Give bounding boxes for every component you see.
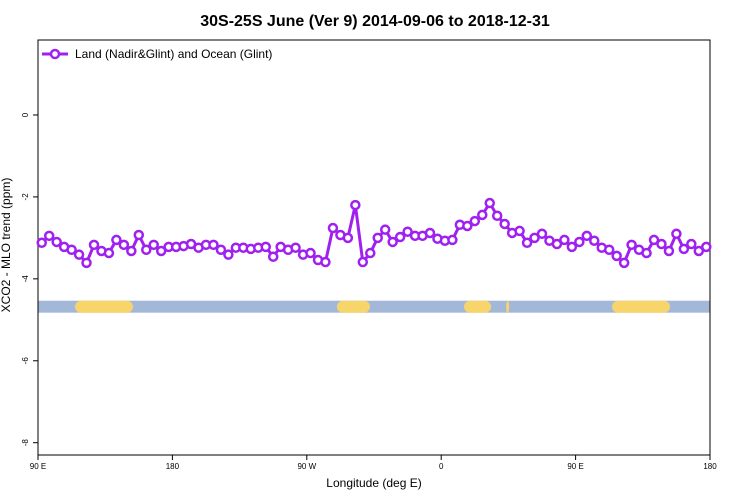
point [103, 247, 115, 259]
point [357, 256, 369, 268]
point [603, 244, 615, 256]
x-tick-label: 90 E [567, 462, 583, 471]
point [81, 257, 92, 269]
point [469, 215, 481, 227]
x-tick-label: 90 W [297, 462, 316, 471]
land-strip [506, 300, 510, 313]
point [589, 235, 600, 246]
point [611, 250, 622, 262]
point [491, 210, 503, 222]
y-tick-label: -6 [21, 357, 30, 365]
point [365, 247, 376, 259]
point [66, 244, 77, 256]
point [701, 241, 712, 253]
point [394, 231, 406, 243]
point [133, 229, 145, 241]
legend-label: Land (Nadir&Glint) and Ocean (Glint) [75, 47, 272, 61]
point [290, 242, 301, 253]
ocean-strip [38, 300, 710, 313]
point [693, 245, 705, 257]
point [618, 257, 630, 269]
point [88, 239, 100, 251]
y-tick-label: 0 [21, 112, 30, 117]
x-tick-label: 90 E [30, 462, 46, 471]
point [320, 256, 331, 268]
point [36, 237, 47, 249]
point [514, 225, 525, 237]
point [51, 236, 62, 248]
point [462, 220, 473, 232]
point [559, 234, 570, 246]
point [551, 238, 563, 250]
point [141, 244, 152, 256]
point [350, 199, 361, 211]
point [148, 239, 159, 251]
point [521, 237, 533, 249]
x-tick-label: 180 [703, 462, 717, 471]
point [155, 245, 167, 257]
point [663, 245, 675, 257]
land-strip [336, 300, 370, 313]
point [529, 232, 540, 244]
point [43, 230, 55, 242]
land-strip [612, 300, 670, 313]
point [626, 239, 637, 251]
x-tick-label: 0 [439, 462, 444, 471]
point [267, 251, 279, 262]
point [581, 230, 593, 242]
point [73, 249, 85, 260]
point [484, 197, 495, 209]
point [118, 239, 130, 251]
point [656, 238, 667, 250]
point [566, 241, 578, 253]
point [424, 227, 436, 239]
point [678, 243, 690, 255]
point [686, 238, 697, 250]
point [648, 234, 660, 246]
point [342, 232, 354, 244]
point [327, 222, 339, 234]
point [215, 244, 227, 256]
point [536, 228, 548, 240]
y-axis-label: XCO2 - MLO trend (ppm) [0, 178, 13, 313]
y-tick-label: -8 [21, 439, 30, 447]
point [447, 234, 458, 246]
land-strip [464, 300, 492, 313]
point [372, 232, 383, 244]
chart-title: 30S-25S June (Ver 9) 2014-09-06 to 2018-… [200, 13, 550, 30]
legend-marker [49, 48, 61, 60]
point [379, 224, 391, 235]
point [671, 228, 682, 240]
point [499, 218, 510, 230]
y-tick-label: -2 [21, 193, 30, 201]
point [387, 236, 398, 248]
point [477, 209, 488, 221]
land-strip [75, 300, 133, 313]
y-tick-label: -4 [21, 275, 30, 283]
point [574, 236, 585, 248]
point [260, 241, 271, 253]
x-tick-label: 180 [166, 462, 180, 471]
x-axis-label: Longitude (deg E) [326, 476, 421, 490]
point [126, 245, 137, 257]
point [208, 239, 219, 251]
point [305, 247, 316, 259]
point [641, 247, 652, 259]
point [111, 234, 122, 246]
point [223, 249, 234, 260]
point [402, 226, 413, 237]
